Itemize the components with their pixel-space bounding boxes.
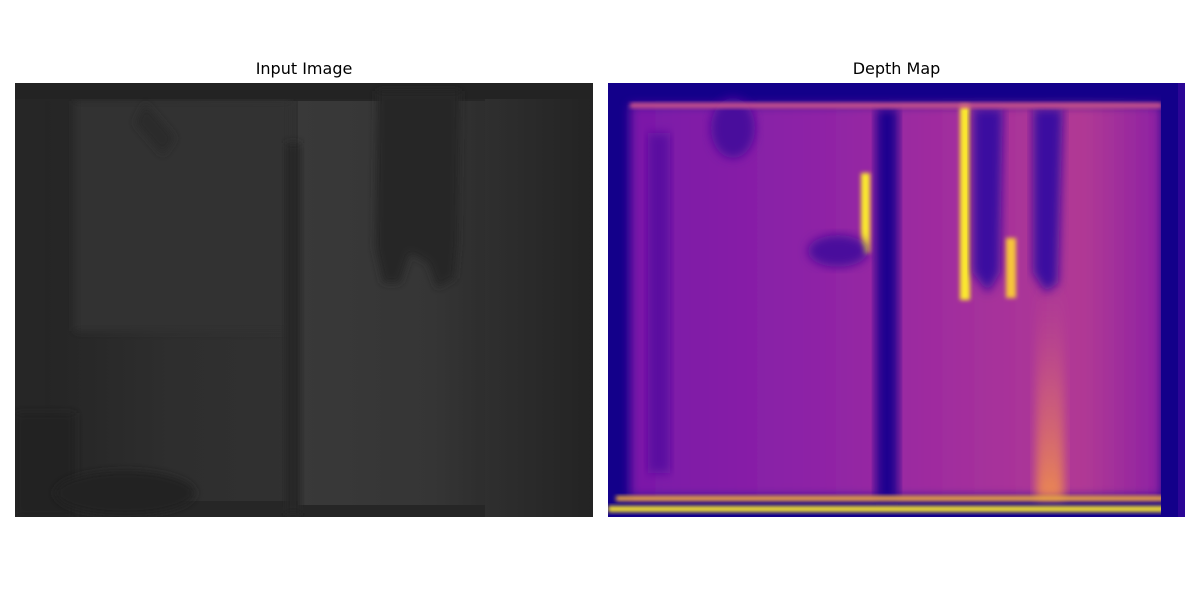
depth-map-title: Depth Map xyxy=(852,59,941,78)
depth-map-image xyxy=(608,83,1185,517)
input-image-panel xyxy=(15,83,593,517)
input-image xyxy=(15,83,593,517)
depth-map-panel xyxy=(608,83,1185,517)
input-image-title: Input Image xyxy=(255,59,353,78)
